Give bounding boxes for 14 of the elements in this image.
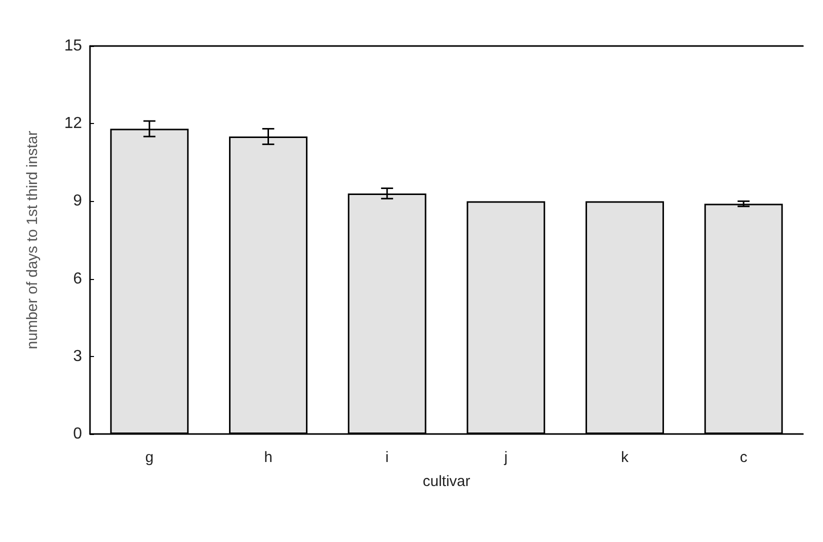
y-tick-label: 12 [64, 115, 82, 132]
x-tick-label: k [621, 449, 629, 466]
x-tick-label: h [264, 449, 272, 466]
x-tick-label: i [385, 449, 389, 466]
y-tick-label: 15 [64, 38, 82, 54]
y-tick-label: 6 [73, 270, 82, 288]
y-tick-label: 0 [73, 426, 82, 442]
x-tick-label: g [145, 449, 154, 466]
y-axis-title: number of days to 1st third instar [24, 130, 41, 350]
y-tick-label: 9 [73, 192, 82, 210]
x-tick-label: c [740, 449, 748, 466]
x-axis-title: cultivar [422, 473, 470, 490]
y-tick-label: 3 [73, 348, 82, 365]
x-tick-label: j [503, 449, 508, 466]
